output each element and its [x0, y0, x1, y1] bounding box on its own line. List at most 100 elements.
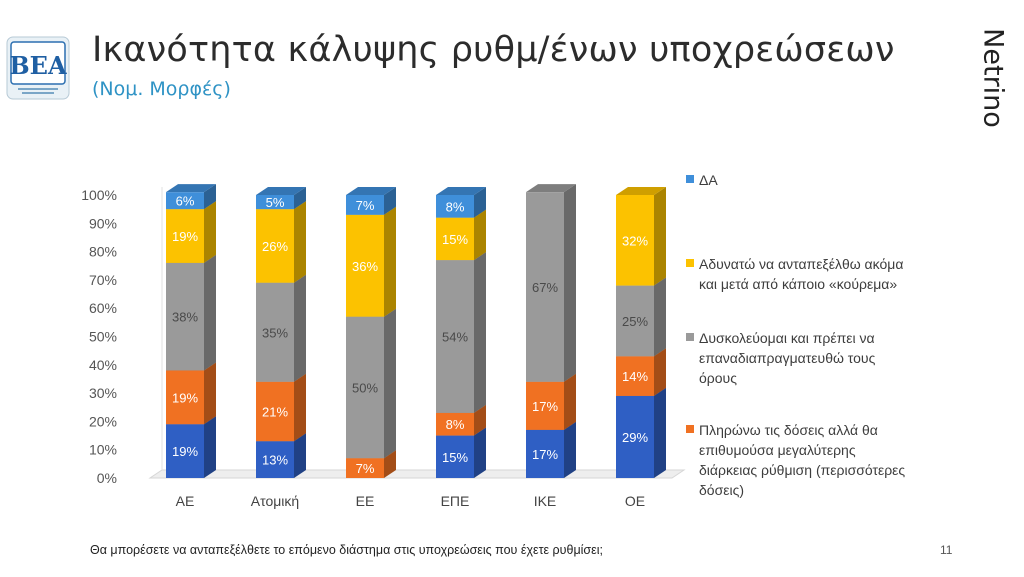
bar-segment — [436, 260, 474, 413]
bar-segment-top — [436, 187, 486, 195]
legend-swatch — [686, 333, 694, 341]
data-label: 8% — [446, 199, 465, 214]
bar-segment-side — [204, 184, 216, 210]
legend-swatch — [686, 425, 694, 433]
data-label: 7% — [356, 461, 375, 476]
y-tick-label: 40% — [89, 357, 117, 373]
bar-segment — [346, 458, 384, 478]
x-category-label: Ατομική — [251, 493, 299, 509]
data-label: 19% — [172, 444, 198, 459]
x-category-label: ΟΕ — [625, 493, 645, 509]
bar-segment-side — [204, 416, 216, 478]
data-label: 17% — [532, 399, 558, 414]
bar-segment-side — [294, 433, 306, 478]
bar-segment — [256, 209, 294, 283]
page-title: Ικανότητα κάλυψης ρυθμ/ένων υποχρεώσεων — [92, 30, 895, 70]
bar-segment-side — [564, 184, 576, 382]
x-category-label: ΑΕ — [176, 493, 195, 509]
legend-swatch — [686, 175, 694, 183]
bar-segment-side — [294, 373, 306, 442]
bar-segment-side — [654, 387, 666, 478]
bar-segment — [616, 356, 654, 396]
data-label: 35% — [262, 325, 288, 340]
x-category-label: ΕΕ — [356, 493, 375, 509]
legend-label: Αδυνατώ να ανταπεξέλθω ακόμα και μετά από… — [699, 254, 903, 294]
page-number: 11 — [940, 543, 953, 557]
bar-segment — [526, 192, 564, 382]
bar-segment-side — [384, 206, 396, 317]
data-label: 8% — [446, 417, 465, 432]
bar-segment-side — [204, 201, 216, 263]
data-label: 14% — [622, 369, 648, 384]
legend-label-line: επαναδιαπραγματευθώ τους — [699, 350, 876, 366]
y-tick-label: 80% — [89, 244, 117, 260]
data-label: 36% — [352, 259, 378, 274]
bar-segment — [616, 395, 654, 478]
legend-label: Δυσκολεύομαι και πρέπει να επαναδιαπραγμα… — [699, 328, 875, 388]
legend-label-line: Δυσκολεύομαι και πρέπει να — [699, 330, 875, 346]
bar-segment — [166, 370, 204, 425]
data-label: 38% — [172, 310, 198, 325]
bar-segment — [436, 195, 474, 218]
logo-text: BEA — [9, 51, 67, 80]
bar-segment-top — [346, 187, 396, 195]
data-label: 29% — [622, 430, 648, 445]
bar-segment — [166, 424, 204, 478]
data-label: 7% — [356, 198, 375, 213]
legend-label-line: και μετά από κάποιο «κούρεμα» — [699, 276, 898, 292]
survey-question: Θα μπορέσετε να ανταπεξέλθετε το επόμενο… — [90, 543, 603, 557]
bar-segment-side — [654, 348, 666, 396]
data-label: 15% — [442, 450, 468, 465]
data-label: 25% — [622, 314, 648, 329]
legend-swatch — [686, 259, 694, 267]
y-tick-label: 0% — [97, 470, 117, 486]
legend-label-line: δόσεις) — [699, 482, 744, 498]
bar-segment-side — [204, 254, 216, 371]
x-category-label: ΕΠΕ — [441, 493, 470, 509]
data-label: 6% — [176, 194, 195, 209]
legend-label-line: επιθυμούσα μεγαλύτερης — [699, 442, 856, 458]
data-label: 17% — [532, 447, 558, 462]
logo-graphic: BEA — [6, 36, 70, 100]
bar-segment-side — [654, 277, 666, 357]
chart-floor — [148, 469, 686, 479]
data-label: 32% — [622, 233, 648, 248]
bar-segment — [526, 381, 564, 430]
bar-segment — [526, 429, 564, 478]
bar-segment — [616, 285, 654, 357]
data-label: 67% — [532, 280, 558, 295]
legend-label-line: όρους — [699, 370, 737, 386]
data-label: 19% — [172, 390, 198, 405]
bar-segment-side — [384, 187, 396, 215]
bar-segment-side — [204, 362, 216, 425]
bea-logo: BEA — [6, 36, 70, 100]
bar-segment — [256, 195, 294, 210]
y-tick-label: 100% — [81, 187, 117, 203]
y-tick-label: 70% — [89, 272, 117, 288]
bar-segment — [346, 214, 384, 317]
data-label: 13% — [262, 453, 288, 468]
bar-segment-top — [616, 187, 666, 195]
y-tick-label: 90% — [89, 215, 117, 231]
data-label: 15% — [442, 232, 468, 247]
bar-segment — [166, 209, 204, 263]
bar-segment — [436, 217, 474, 261]
bar-segment-side — [294, 201, 306, 283]
legend-label: Πληρώνω τις δόσεις αλλά θα επιθυμούσα μεγ… — [699, 420, 905, 500]
data-label: 50% — [352, 380, 378, 395]
bar-segment — [346, 195, 384, 215]
data-label: 54% — [442, 330, 468, 345]
bar-segment-side — [564, 373, 576, 430]
bar-segment — [616, 195, 654, 286]
bar-segment-side — [294, 274, 306, 382]
bar-segment-side — [474, 404, 486, 436]
bar-segment-side — [474, 252, 486, 413]
bar-segment-side — [654, 187, 666, 286]
bar-segment — [256, 441, 294, 478]
bar-segment — [256, 381, 294, 442]
bar-segment-side — [384, 308, 396, 459]
data-label: 26% — [262, 239, 288, 254]
legend-label-line: διάρκειας ρύθμιση (περισσότερες — [699, 462, 906, 478]
page-subtitle: (Νομ. Μορφές) — [92, 78, 231, 100]
